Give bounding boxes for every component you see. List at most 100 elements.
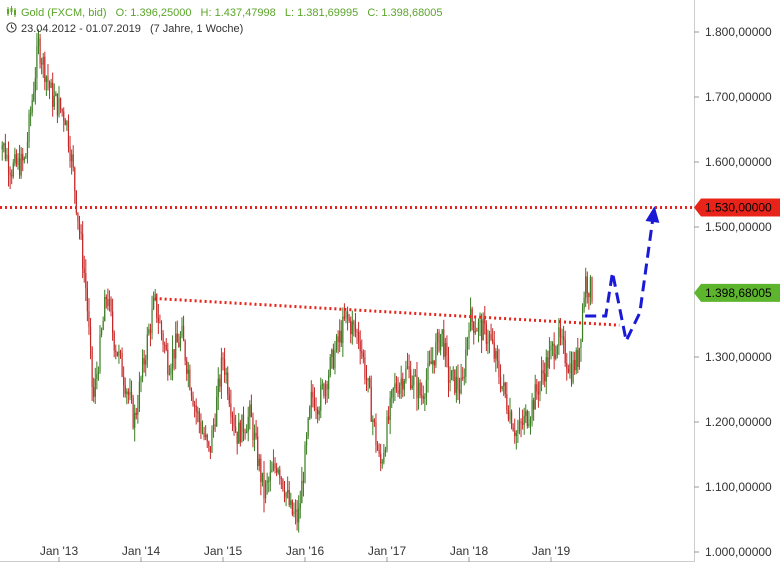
candle-body: [44, 56, 46, 82]
candle-body: [58, 98, 60, 116]
candle-body: [425, 379, 428, 397]
candle-body: [391, 390, 393, 398]
candle-body: [309, 407, 311, 419]
candle-body: [201, 432, 204, 434]
candle-body: [36, 46, 38, 78]
candle-body: [209, 446, 211, 453]
candle-body: [304, 445, 306, 483]
candle-body: [591, 277, 593, 301]
candle-body: [528, 423, 530, 427]
candle-body: [190, 389, 193, 397]
candle-body: [26, 141, 29, 155]
candle-body: [239, 422, 241, 443]
candle-body: [113, 332, 115, 351]
instrument-name: Gold (FXCM, bid): [21, 7, 107, 19]
candle-body: [192, 396, 194, 406]
candle-body: [268, 480, 270, 482]
candle-body: [61, 109, 63, 112]
candle-body: [523, 415, 525, 425]
candle-body: [296, 509, 298, 523]
trendline: [154, 297, 620, 327]
candle-body: [397, 389, 399, 394]
candle-body: [272, 463, 275, 470]
y-tick-label: 1.000,00000: [705, 545, 772, 559]
candle-body: [230, 403, 232, 415]
y-tick-label: 1.500,00000: [705, 220, 772, 234]
candle-body: [498, 360, 500, 377]
candle-body: [441, 329, 443, 335]
candle-body: [462, 377, 464, 379]
candle-body: [555, 354, 557, 359]
candle-body: [146, 334, 148, 361]
candle-body: [12, 163, 14, 177]
candle-body: [452, 369, 454, 371]
candle-body: [438, 332, 440, 351]
candle-body: [529, 419, 532, 424]
candle-body: [72, 154, 74, 168]
candle-body: [129, 391, 131, 395]
candle-body: [41, 63, 43, 65]
candle-body: [118, 351, 120, 356]
candle-body: [11, 175, 13, 177]
candle-body: [358, 332, 360, 342]
candle-body: [159, 322, 161, 324]
projection-path: [585, 213, 655, 346]
clock-icon: [6, 22, 17, 33]
candle-body: [99, 334, 101, 372]
candle-body: [479, 320, 481, 323]
y-tick-label: 1.800,00000: [705, 25, 772, 39]
candle-body: [551, 343, 554, 346]
candle-body: [413, 375, 415, 386]
candle-body: [137, 408, 139, 415]
candle-body: [586, 276, 588, 294]
candle-body: [168, 373, 170, 375]
candle-body: [558, 327, 560, 347]
candle-body: [469, 308, 472, 331]
candle-body: [141, 357, 144, 378]
candle-body: [476, 330, 478, 332]
candle-body: [501, 385, 503, 390]
candle-body: [473, 321, 475, 333]
candle-body: [328, 375, 330, 390]
open-value: O: 1.396,25000: [115, 7, 192, 19]
candle-body: [533, 400, 535, 410]
candle-body: [22, 153, 24, 161]
candle-body: [569, 363, 571, 373]
candle-body: [238, 422, 240, 444]
candle-body: [123, 376, 125, 386]
candle-body: [28, 114, 30, 142]
candle-body: [499, 376, 502, 390]
candle-body: [198, 411, 200, 423]
candle-body: [348, 318, 350, 321]
candle-body: [540, 370, 543, 383]
candle-body: [463, 376, 465, 378]
candle-body: [345, 311, 347, 319]
candle-body: [138, 381, 141, 409]
candles-group: [1, 29, 593, 533]
candle-body: [421, 395, 423, 397]
candle-body: [52, 82, 54, 107]
candle-body: [392, 387, 394, 391]
x-tick-label: Jan '17: [368, 544, 407, 558]
candle-body: [432, 360, 434, 365]
candle-body: [266, 480, 268, 483]
candle-body: [148, 329, 150, 335]
candle-body: [572, 360, 574, 383]
candle-body: [78, 221, 81, 232]
candle-body: [359, 341, 361, 352]
candle-body: [335, 336, 338, 351]
candle-body: [433, 360, 435, 366]
candle-body: [436, 332, 439, 343]
candle-body: [539, 382, 541, 395]
candle-body: [326, 384, 328, 390]
candle-body: [50, 82, 52, 88]
candle-body: [124, 385, 126, 394]
candle-body: [23, 158, 25, 161]
candle-body: [563, 336, 565, 340]
candle-body: [31, 100, 33, 113]
candle-body: [263, 472, 265, 499]
candle-body: [510, 411, 513, 428]
candle-body: [277, 469, 279, 473]
